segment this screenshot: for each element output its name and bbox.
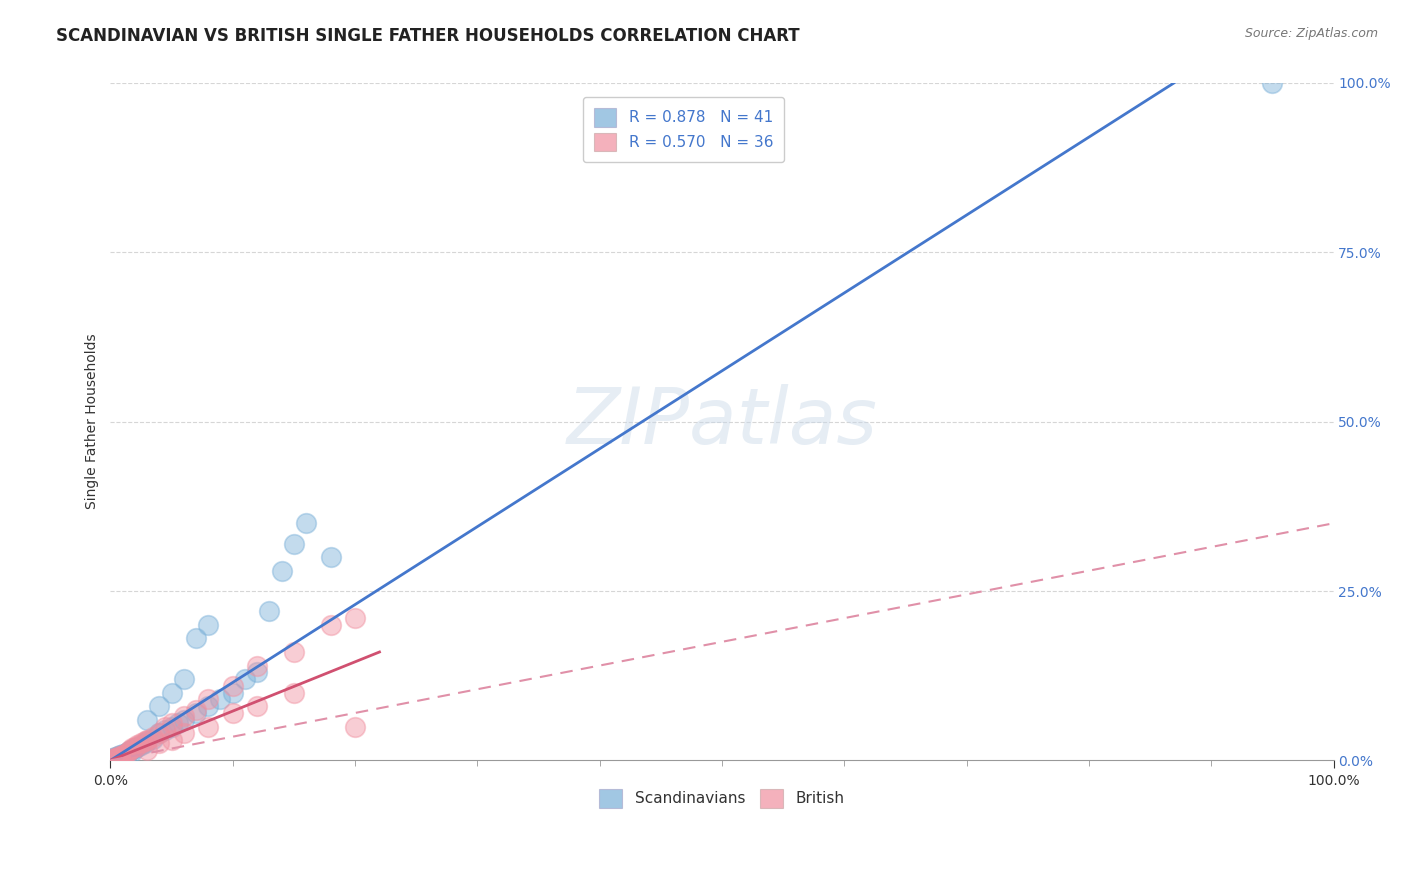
Point [107,749,129,764]
Point [197,692,219,706]
Point [155,723,177,737]
Point [118,743,141,757]
Point [197,618,219,632]
Point [283,536,305,550]
Point [173,713,195,727]
Point [103,750,125,764]
Point [319,550,342,565]
Point [108,750,131,764]
Point [148,726,170,740]
Point [105,750,128,764]
Point [184,706,207,720]
Point [136,743,159,757]
Point [173,709,195,723]
Point [111,747,134,762]
Text: ZIPatlas: ZIPatlas [567,384,877,459]
Point [134,734,156,748]
Point [136,713,159,727]
Point [259,604,281,618]
Point [142,731,165,746]
Point [160,716,183,731]
Point [160,733,183,747]
Point [233,672,256,686]
Point [108,747,131,762]
Point [108,749,131,764]
Point [124,741,146,756]
Point [295,516,318,531]
Point [127,739,149,753]
Point [222,679,245,693]
Point [166,716,188,731]
Point [155,719,177,733]
Point [184,632,207,646]
Point [121,745,143,759]
Point [134,736,156,750]
Point [173,726,195,740]
Point [111,747,134,762]
Point [319,618,342,632]
Point [222,706,245,720]
Text: Source: ZipAtlas.com: Source: ZipAtlas.com [1244,27,1378,40]
Point [283,645,305,659]
Point [246,699,269,714]
Point [209,692,232,706]
Point [121,741,143,756]
Point [184,702,207,716]
Text: SCANDINAVIAN VS BRITISH SINGLE FATHER HOUSEHOLDS CORRELATION CHART: SCANDINAVIAN VS BRITISH SINGLE FATHER HO… [56,27,800,45]
Point [197,719,219,733]
Point [129,736,152,750]
Point [270,564,292,578]
Point [117,745,139,759]
Point [114,747,136,761]
Point [344,611,367,625]
Point [124,739,146,754]
Legend: Scandinavians, British: Scandinavians, British [593,783,851,814]
Point [148,726,170,740]
Point [117,745,139,759]
Y-axis label: Single Father Households: Single Father Households [86,334,100,509]
Point [129,739,152,753]
Point [127,739,149,754]
Point [136,734,159,748]
Point [114,747,136,761]
Point [101,752,124,766]
Point [160,719,183,733]
Point [104,750,127,764]
Point [101,751,124,765]
Point [246,665,269,680]
Point [136,733,159,747]
Point [197,699,219,714]
Point [148,736,170,750]
Point [108,750,131,764]
Point [105,751,128,765]
Point [283,686,305,700]
Point [142,730,165,744]
Point [118,744,141,758]
Point [222,686,245,700]
Point [173,672,195,686]
Point [120,743,142,757]
Point [148,699,170,714]
Point [160,686,183,700]
Point [246,658,269,673]
Point [1261,76,1284,90]
Point [344,719,367,733]
